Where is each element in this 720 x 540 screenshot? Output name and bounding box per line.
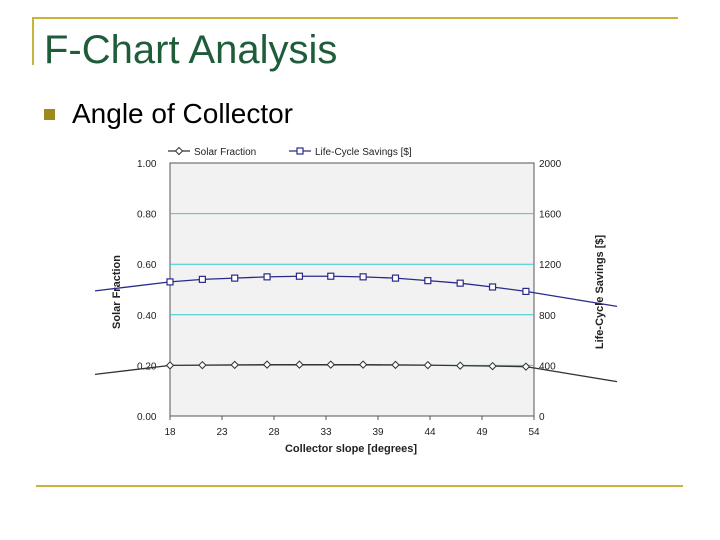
data-point [456, 279, 464, 287]
x-tick-label: 18 [164, 427, 176, 438]
y2-tick-label: 1600 [539, 210, 562, 221]
data-point [488, 361, 497, 371]
x-tick-label: 44 [424, 427, 436, 438]
y-tick-label: 0.60 [137, 260, 157, 271]
x-tick-label: 28 [268, 427, 280, 438]
data-point [262, 360, 272, 369]
y2-axis-title: Life-Cycle Savings [$] [594, 235, 606, 350]
legend-label: Solar Fraction [194, 147, 256, 158]
data-point [455, 361, 465, 370]
y-tick-label: 0.20 [137, 361, 157, 372]
legend-marker [296, 147, 304, 155]
data-point [198, 275, 206, 283]
plot-area [169, 162, 535, 417]
top-accent-line [32, 17, 678, 19]
bullet-item: Angle of Collector [44, 96, 293, 132]
data-point [198, 360, 207, 370]
data-point [263, 273, 271, 281]
data-point [358, 360, 368, 369]
y-tick-label: 0.80 [137, 210, 157, 221]
legend-marker [174, 146, 184, 156]
data-point [165, 361, 175, 370]
x-tick-label: 39 [372, 427, 384, 438]
bullet-square-icon [44, 108, 55, 120]
y2-tick-label: 800 [539, 311, 556, 322]
data-point [326, 360, 335, 369]
data-point [391, 274, 400, 282]
data-point [295, 360, 304, 369]
y-tick-label: 0.40 [137, 311, 157, 322]
y-axis-title: Solar Fraction [111, 255, 123, 329]
bottom-accent-line [36, 485, 683, 487]
y2-tick-label: 400 [539, 361, 556, 372]
data-point [166, 278, 174, 286]
y2-tick-label: 2000 [539, 159, 562, 170]
data-point [230, 360, 239, 370]
data-point [327, 272, 335, 280]
bullet-text: Angle of Collector [72, 98, 294, 129]
data-point [359, 273, 367, 281]
data-point [522, 287, 530, 295]
x-tick-label: 49 [476, 427, 488, 438]
data-point [231, 274, 239, 282]
series-line [94, 363, 618, 383]
y2-tick-label: 0 [539, 412, 545, 423]
left-accent-line [32, 17, 34, 65]
y-tick-label: 1.00 [137, 159, 157, 170]
legend-label: Life-Cycle Savings [$] [315, 147, 412, 158]
y2-tick-label: 1200 [539, 260, 562, 271]
data-point [424, 277, 432, 285]
slide-title: F-Chart Analysis [44, 28, 338, 72]
data-point [488, 283, 497, 291]
x-tick-label: 33 [320, 427, 332, 438]
data-point [423, 360, 433, 370]
x-tick-label: 23 [216, 427, 228, 438]
data-point [295, 272, 304, 280]
y-tick-label: 0.00 [137, 412, 157, 423]
x-tick-label: 54 [528, 427, 540, 438]
data-point [521, 362, 531, 371]
series-line [94, 275, 618, 308]
x-axis-title: Collector slope [degrees] [285, 443, 417, 455]
data-point [391, 360, 400, 370]
